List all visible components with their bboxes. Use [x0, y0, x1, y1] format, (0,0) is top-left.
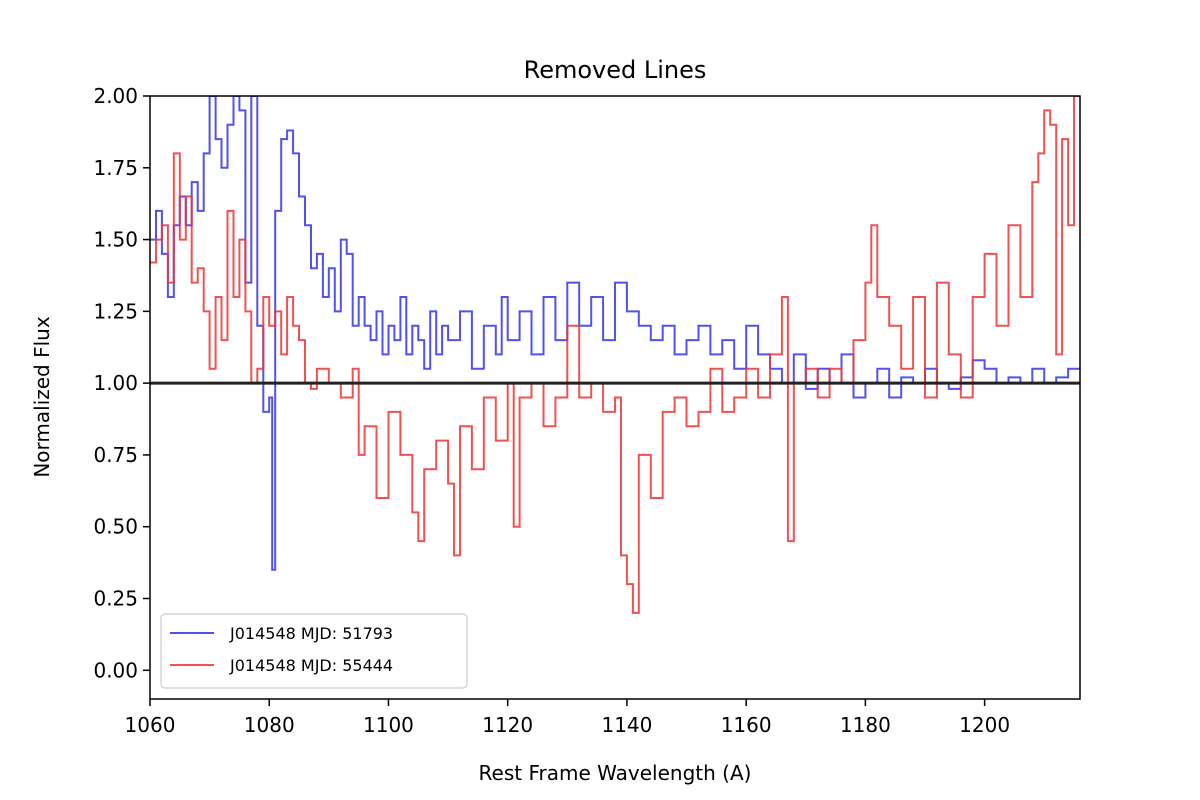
- y-tick-label: 0.00: [93, 658, 138, 682]
- chart-title: Removed Lines: [524, 56, 707, 84]
- y-tick-label: 1.25: [93, 299, 138, 323]
- y-tick-label: 1.75: [93, 156, 138, 180]
- y-tick-label: 0.50: [93, 515, 138, 539]
- legend-label-red: J014548 MJD: 55444: [229, 656, 393, 675]
- legend: J014548 MJD: 51793 J014548 MJD: 55444: [160, 613, 468, 689]
- x-tick-label: 1080: [244, 713, 295, 737]
- x-axis-label: Rest Frame Wavelength (A): [479, 761, 752, 785]
- x-tick-label: 1200: [959, 713, 1010, 737]
- x-tick-label: 1160: [721, 713, 772, 737]
- x-tick-label: 1060: [125, 713, 176, 737]
- y-tick-label: 2.00: [93, 84, 138, 108]
- y-axis: 0.00 0.25 0.50 0.75 1.00 1.25 1.50 1.75 2.00: [93, 84, 150, 682]
- y-axis-label: Normalized Flux: [30, 316, 54, 478]
- y-tick-label: 0.75: [93, 443, 138, 467]
- x-tick-label: 1120: [482, 713, 533, 737]
- legend-label-blue: J014548 MJD: 51793: [229, 624, 393, 643]
- x-tick-label: 1180: [840, 713, 891, 737]
- y-tick-label: 1.00: [93, 371, 138, 395]
- legend-box: [160, 613, 468, 689]
- plot-area-frame: [149, 95, 1081, 700]
- x-axis: 1060 1080 1100 1120 1140 1160 1180 1200: [125, 699, 1010, 737]
- x-tick-label: 1100: [363, 713, 414, 737]
- x-tick-label: 1140: [601, 713, 652, 737]
- y-tick-label: 1.50: [93, 228, 138, 252]
- y-tick-label: 0.25: [93, 587, 138, 611]
